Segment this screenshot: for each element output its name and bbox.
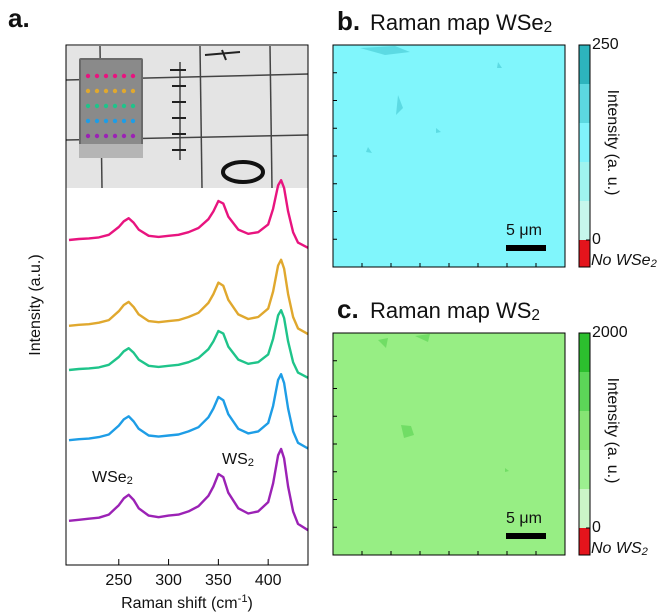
photo-inset bbox=[65, 45, 309, 189]
colorbar-label: Intensity (a. u.) bbox=[604, 90, 621, 196]
peak-label: WS2 bbox=[222, 451, 254, 468]
x-axis-label-part: -1 bbox=[238, 593, 248, 605]
map-title-part: Raman map WSe bbox=[370, 10, 544, 35]
spectrum bbox=[68, 447, 309, 532]
peak-label: WSe2 bbox=[92, 469, 133, 486]
no-data-band bbox=[579, 528, 590, 555]
x-axis-label: Raman shift (cm-1) bbox=[121, 593, 253, 612]
sample-dot bbox=[103, 103, 109, 109]
sample-dot bbox=[94, 118, 100, 124]
sample-dot bbox=[94, 133, 100, 139]
panel-label: b. bbox=[337, 6, 360, 36]
sample-dot bbox=[85, 73, 91, 79]
sample-dot bbox=[112, 133, 118, 139]
sample-dot bbox=[94, 103, 100, 109]
panel-label: c. bbox=[337, 294, 359, 324]
spectrum bbox=[68, 179, 309, 249]
colorbar-band bbox=[579, 411, 590, 450]
sample-dot bbox=[112, 103, 118, 109]
scale-bar-label: 5 μm bbox=[506, 222, 542, 239]
sample-dot bbox=[85, 133, 91, 139]
peak-label-part: 2 bbox=[127, 475, 133, 487]
spectrum bbox=[68, 258, 309, 336]
sample-dot bbox=[130, 103, 136, 109]
map-image bbox=[332, 332, 566, 556]
colorbar-tick-label: 0 bbox=[592, 231, 601, 248]
no-data-label-part: 2 bbox=[641, 546, 649, 558]
colorbar-band bbox=[579, 489, 590, 528]
sample-dot bbox=[85, 88, 91, 94]
no-data-label-part: 2 bbox=[650, 258, 658, 270]
peak-label-part: 2 bbox=[248, 457, 254, 469]
x-tick-label: 250 bbox=[105, 572, 132, 589]
colorbar-band bbox=[579, 84, 590, 123]
map-title-part: 2 bbox=[544, 19, 553, 36]
colorbar-frame bbox=[578, 332, 591, 556]
sample-dot bbox=[94, 88, 100, 94]
map-title-part: Raman map WS bbox=[370, 298, 531, 323]
sample-dot bbox=[103, 73, 109, 79]
scale-bar bbox=[506, 533, 546, 539]
x-axis-label-part: Raman shift (cm bbox=[121, 595, 237, 612]
sample-dot bbox=[103, 118, 109, 124]
map-title-part: 2 bbox=[531, 307, 540, 324]
sample-dot bbox=[121, 118, 127, 124]
no-data-label-part: No WS bbox=[591, 540, 642, 557]
sample-dot bbox=[112, 88, 118, 94]
no-data-label: No WSe2 bbox=[591, 252, 658, 269]
colorbar-band bbox=[579, 123, 590, 162]
y-axis-label: Intensity (a.u.) bbox=[27, 254, 44, 355]
x-tick-label: 400 bbox=[255, 572, 282, 589]
sample-dot bbox=[130, 73, 136, 79]
sample-dot bbox=[130, 88, 136, 94]
panel-label: a. bbox=[8, 3, 30, 33]
colorbar-frame bbox=[578, 44, 591, 268]
map-image bbox=[332, 44, 566, 268]
sample-dot bbox=[130, 133, 136, 139]
plot-frame bbox=[65, 44, 309, 566]
sample-dot bbox=[121, 88, 127, 94]
colorbar-tick-label: 2000 bbox=[592, 324, 628, 341]
sample-dot bbox=[112, 73, 118, 79]
scale-bar-label: 5 μm bbox=[506, 510, 542, 527]
maps bbox=[332, 44, 566, 556]
no-data-label: No WS2 bbox=[591, 540, 649, 557]
map-patches bbox=[360, 46, 509, 472]
scale-bar bbox=[506, 245, 546, 251]
colorbar-tick-label: 0 bbox=[592, 519, 601, 536]
colorbar-band bbox=[579, 333, 590, 372]
sample-dot bbox=[112, 118, 118, 124]
sample-dot bbox=[103, 133, 109, 139]
no-data-band bbox=[579, 240, 590, 267]
map-title: Raman map WSe2 bbox=[370, 10, 552, 36]
spectrum bbox=[68, 373, 309, 450]
map-title: Raman map WS2 bbox=[370, 298, 540, 324]
sample-dot bbox=[85, 118, 91, 124]
colorbar-tick-label: 250 bbox=[592, 36, 619, 53]
x-tick-label: 300 bbox=[155, 572, 182, 589]
sample-dot bbox=[103, 88, 109, 94]
peak-label-part: WSe bbox=[92, 469, 127, 486]
peak-label-part: WS bbox=[222, 451, 248, 468]
sample-dot bbox=[85, 103, 91, 109]
sample-dot bbox=[121, 133, 127, 139]
sample-dot bbox=[121, 73, 127, 79]
colorbar-band bbox=[579, 201, 590, 240]
colorbar-band bbox=[579, 45, 590, 84]
sample-dot bbox=[121, 103, 127, 109]
x-tick-label: 350 bbox=[205, 572, 232, 589]
colorbar-band bbox=[579, 372, 590, 411]
colorbar-band bbox=[579, 450, 590, 489]
no-data-label-part: No WSe bbox=[591, 252, 651, 269]
sample-dot bbox=[94, 73, 100, 79]
x-axis-label-part: ) bbox=[248, 595, 253, 612]
sample-dot bbox=[130, 118, 136, 124]
colorbar-label: Intensity (a. u.) bbox=[604, 378, 621, 484]
colorbar-band bbox=[579, 162, 590, 201]
spectrum bbox=[68, 309, 309, 379]
